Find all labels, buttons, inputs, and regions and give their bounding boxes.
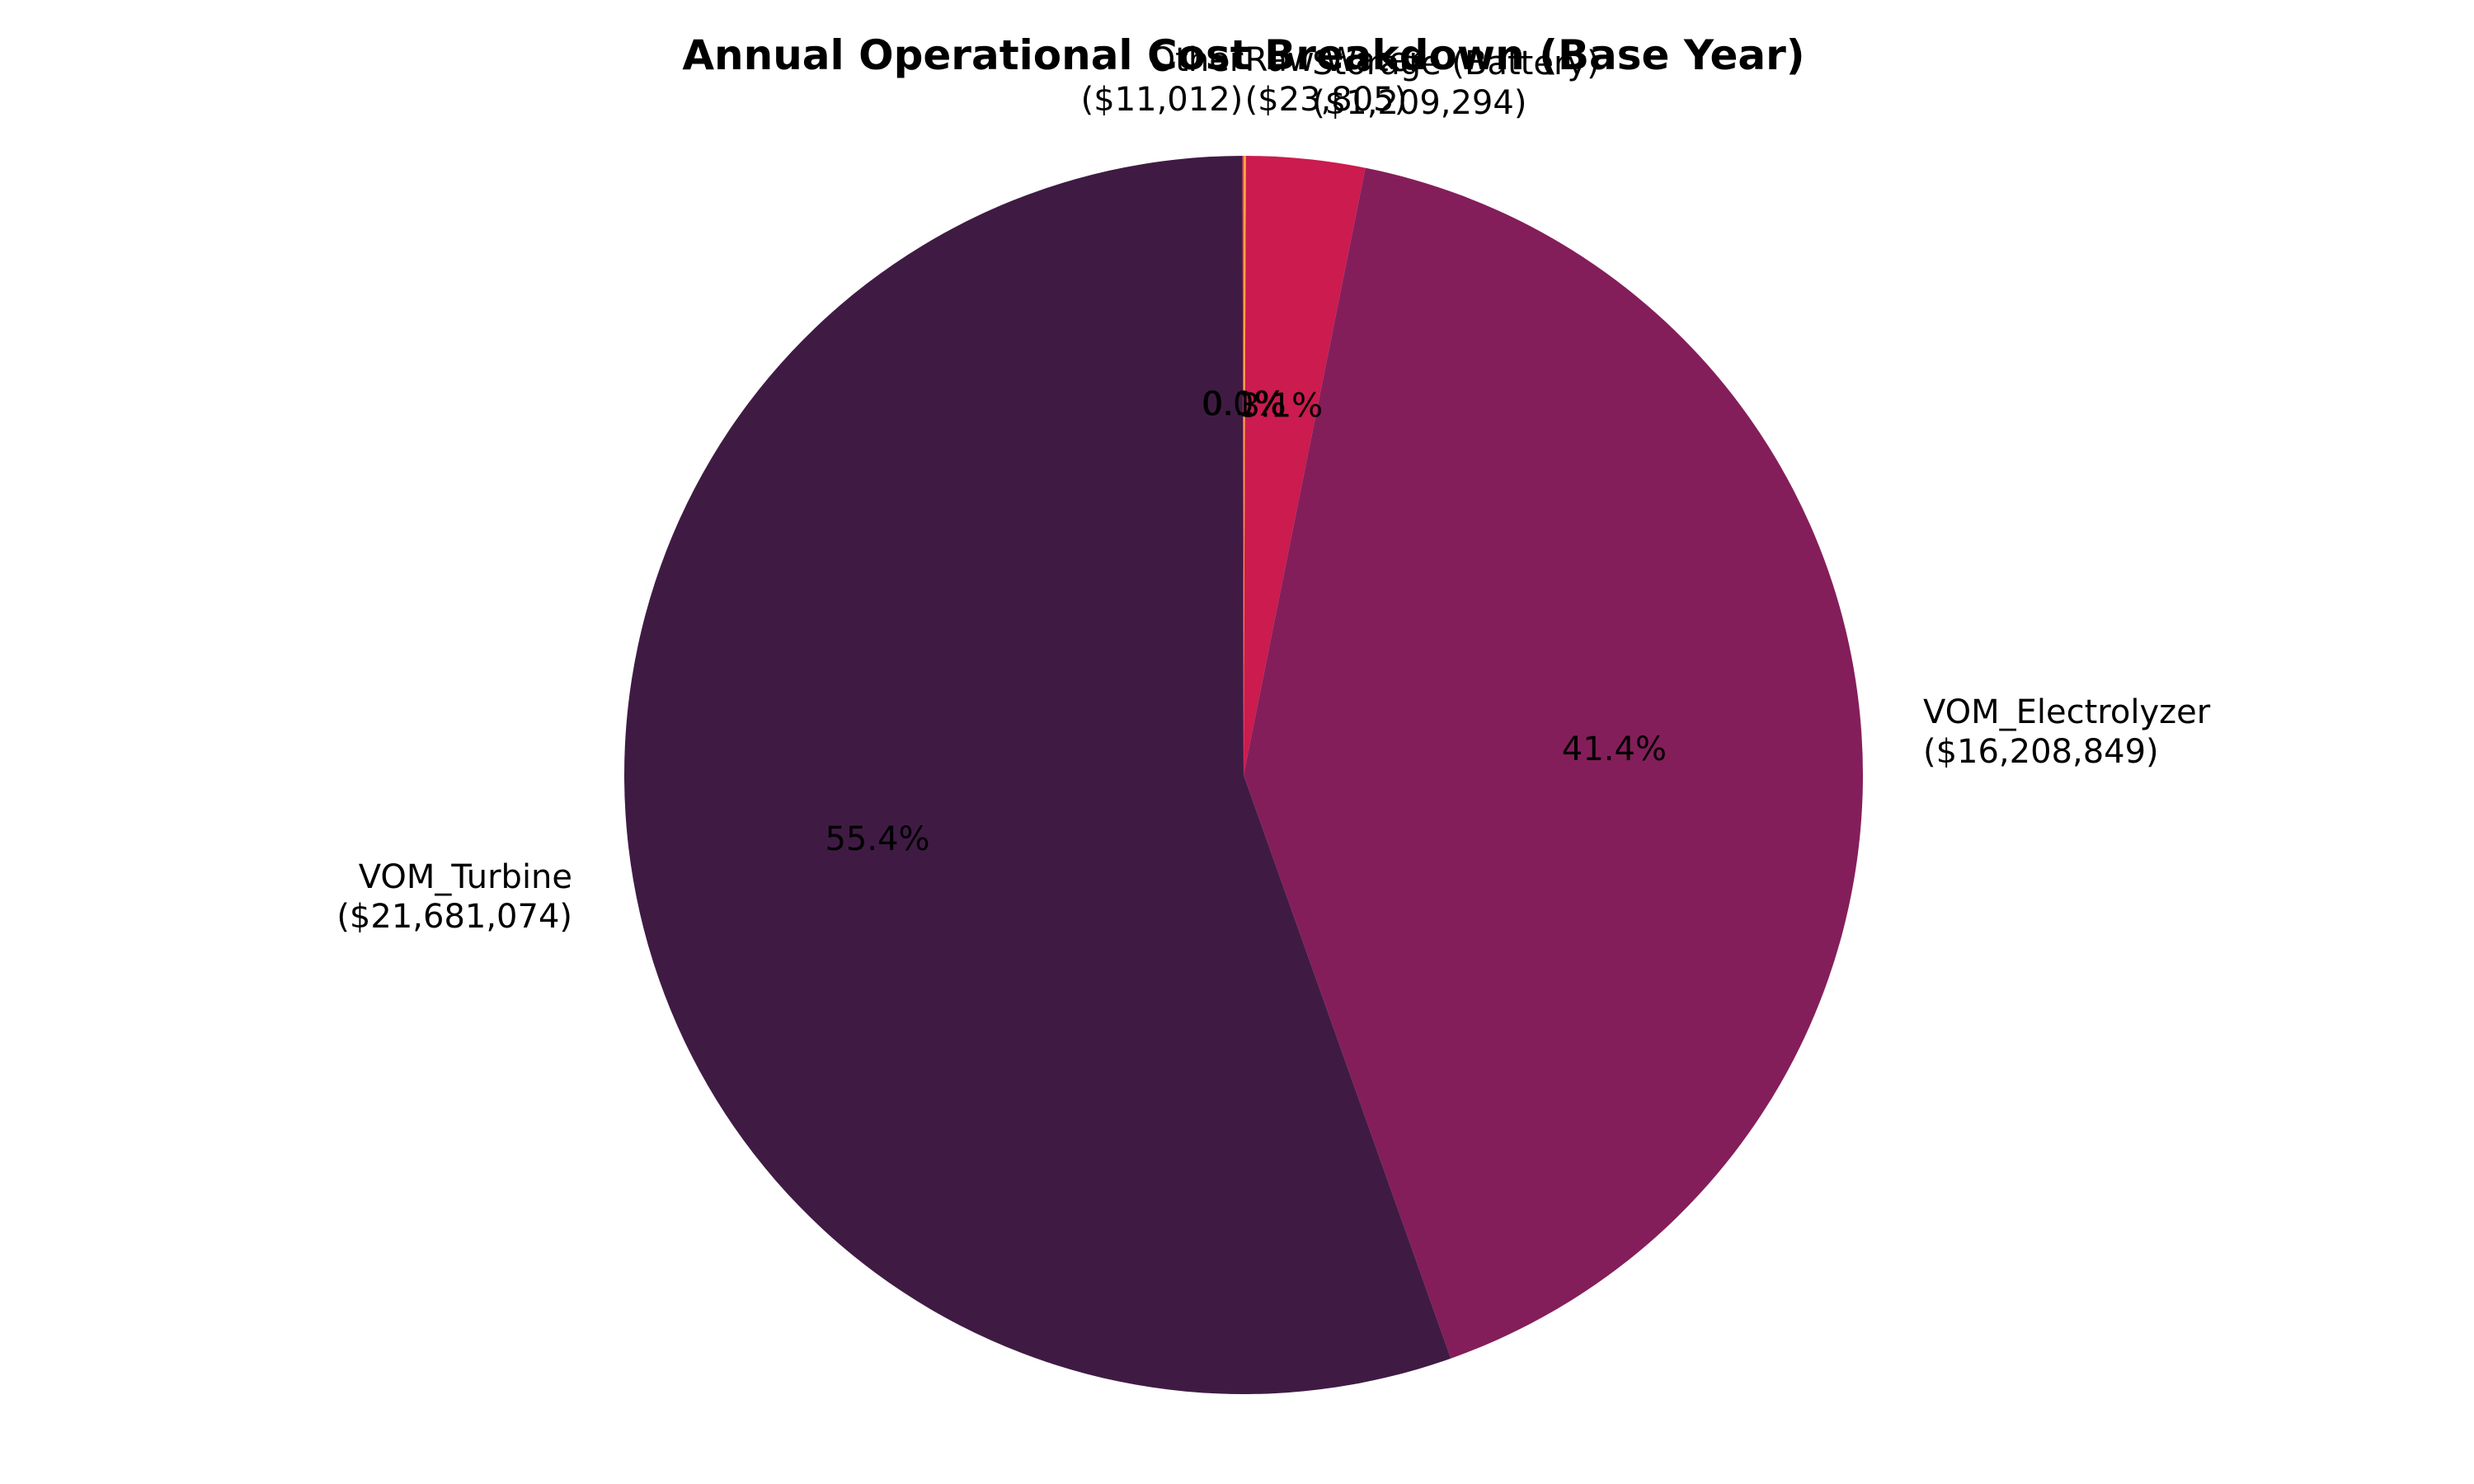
slice-percent-raw-water: 0.1%	[1202, 385, 1286, 423]
pie-slice-storage-battery	[1244, 156, 1366, 775]
slice-label-storage-battery: Storage (Battery) ($1,209,294)	[1312, 45, 1599, 122]
pie-outer-labels: Raw Water ($23,805)Storage (Battery) ($1,2…	[336, 41, 2210, 936]
pie-slice-vom-electrolyzer	[1244, 167, 1863, 1359]
pie-percent-labels: 0.1%3.1% 41.4% 55.4% 0.0%	[825, 385, 1667, 857]
pie-slices	[623, 156, 1863, 1395]
pie-slice-other	[1242, 156, 1244, 775]
slice-label-other: Other ($11,012)	[1081, 41, 1244, 119]
slice-percent-other: 0.0%	[1202, 385, 1286, 423]
pie-slice-vom-turbine	[623, 156, 1451, 1395]
slice-percent-vom-electrolyzer: 41.4%	[1562, 730, 1667, 768]
slice-percent-vom-turbine: 55.4%	[825, 820, 929, 858]
slice-label-vom-electrolyzer: VOM_Electrolyzer ($16,208,849)	[1923, 693, 2211, 771]
chart-title: Annual Operational Cost Breakdown (Base …	[682, 31, 1804, 79]
pie-slice-raw-water	[1244, 156, 1246, 775]
slice-label-raw-water: Raw Water ($23,805)	[1245, 41, 1423, 119]
slice-percent-storage-battery: 3.1%	[1239, 387, 1324, 425]
slice-label-vom-turbine: VOM_Turbine ($21,681,074)	[336, 858, 572, 936]
